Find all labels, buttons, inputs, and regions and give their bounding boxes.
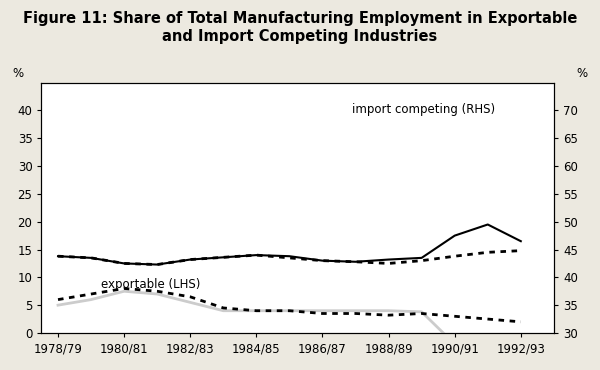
Text: %: %: [13, 67, 24, 80]
Text: Figure 11: Share of Total Manufacturing Employment in Exportable
and Import Comp: Figure 11: Share of Total Manufacturing …: [23, 11, 577, 44]
Text: exportable (LHS): exportable (LHS): [101, 279, 200, 292]
Text: %: %: [577, 67, 587, 80]
Text: import competing (RHS): import competing (RHS): [352, 103, 496, 116]
